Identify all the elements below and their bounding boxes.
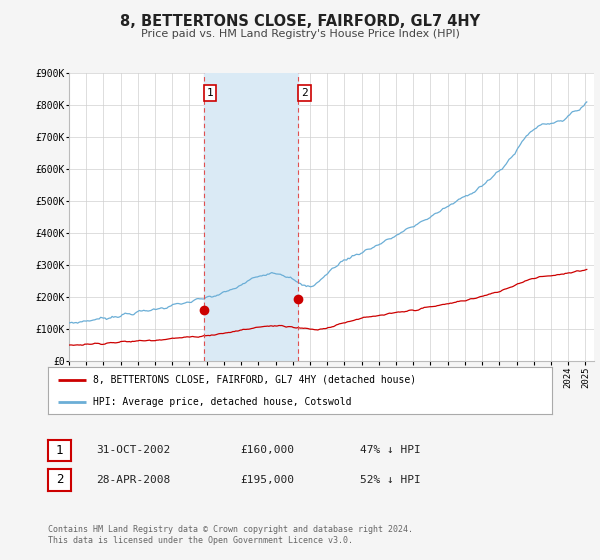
Text: 8, BETTERTONS CLOSE, FAIRFORD, GL7 4HY (detached house): 8, BETTERTONS CLOSE, FAIRFORD, GL7 4HY (… bbox=[94, 375, 416, 385]
Text: 47% ↓ HPI: 47% ↓ HPI bbox=[360, 445, 421, 455]
Text: £160,000: £160,000 bbox=[240, 445, 294, 455]
Text: HPI: Average price, detached house, Cotswold: HPI: Average price, detached house, Cots… bbox=[94, 396, 352, 407]
Text: 31-OCT-2002: 31-OCT-2002 bbox=[96, 445, 170, 455]
Text: 52% ↓ HPI: 52% ↓ HPI bbox=[360, 475, 421, 485]
Text: 28-APR-2008: 28-APR-2008 bbox=[96, 475, 170, 485]
Text: 1: 1 bbox=[56, 444, 63, 457]
Text: £195,000: £195,000 bbox=[240, 475, 294, 485]
Text: Contains HM Land Registry data © Crown copyright and database right 2024.
This d: Contains HM Land Registry data © Crown c… bbox=[48, 525, 413, 545]
Text: 2: 2 bbox=[56, 473, 63, 487]
Text: 8, BETTERTONS CLOSE, FAIRFORD, GL7 4HY: 8, BETTERTONS CLOSE, FAIRFORD, GL7 4HY bbox=[120, 14, 480, 29]
Bar bbox=[204, 73, 298, 361]
Text: 2: 2 bbox=[301, 88, 308, 98]
Text: 1: 1 bbox=[206, 88, 213, 98]
Text: Price paid vs. HM Land Registry's House Price Index (HPI): Price paid vs. HM Land Registry's House … bbox=[140, 29, 460, 39]
